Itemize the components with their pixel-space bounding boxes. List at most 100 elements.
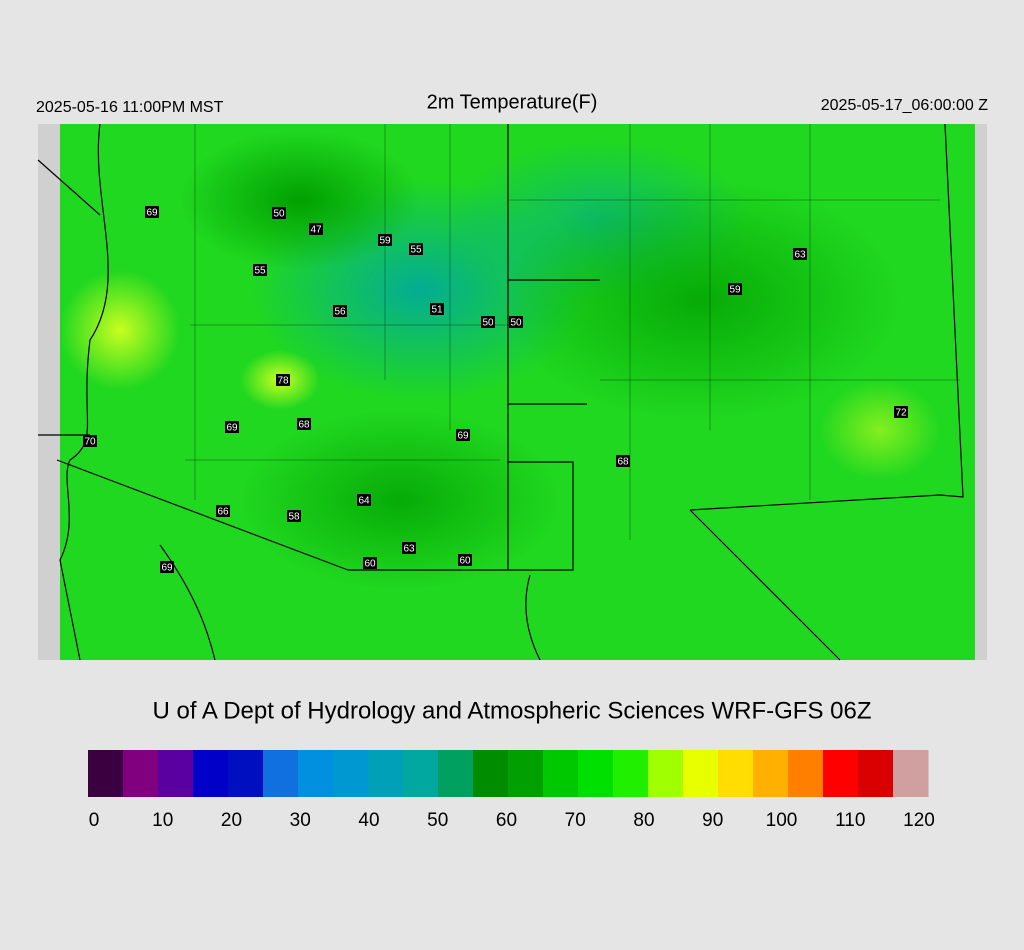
colorbar-band bbox=[438, 750, 474, 797]
colorbar-band bbox=[473, 750, 509, 797]
station-value: 63 bbox=[403, 544, 415, 555]
colorbar-band bbox=[333, 750, 369, 797]
station-box bbox=[297, 418, 311, 430]
colorbar-tick-label: 50 bbox=[427, 810, 448, 831]
colorbar-band bbox=[228, 750, 264, 797]
station-box bbox=[276, 374, 290, 386]
station: 60 bbox=[458, 554, 472, 567]
station-value: 47 bbox=[310, 225, 322, 236]
station-box bbox=[402, 542, 416, 554]
colorbar-tick-label: 110 bbox=[835, 810, 865, 831]
station: 69 bbox=[145, 206, 159, 219]
colorbar-tick-label: 10 bbox=[152, 810, 173, 831]
station-value: 72 bbox=[895, 408, 907, 419]
station-value: 55 bbox=[254, 266, 266, 277]
colorbar-tick-label: 20 bbox=[221, 810, 242, 831]
station-box bbox=[456, 429, 470, 441]
colorbar: 0 10 20 30 40 50 60 70 80 90 100 110 120 bbox=[88, 750, 935, 831]
station-box bbox=[409, 243, 423, 255]
station-value: 69 bbox=[457, 431, 469, 442]
station: 55 bbox=[409, 243, 423, 256]
station: 51 bbox=[430, 303, 444, 316]
station-value: 56 bbox=[334, 307, 346, 318]
colorbar-tick-label: 0 bbox=[89, 810, 100, 831]
colorbar-band bbox=[123, 750, 159, 797]
station-box bbox=[509, 316, 523, 328]
station-value: 55 bbox=[410, 245, 422, 256]
station-value: 50 bbox=[510, 318, 522, 329]
station-box bbox=[309, 223, 323, 235]
map bbox=[37, 123, 987, 661]
station: 58 bbox=[287, 510, 301, 523]
valid-time: 2025-05-17_06:00:00 Z bbox=[821, 97, 988, 114]
station-box bbox=[793, 248, 807, 260]
station-value: 50 bbox=[482, 318, 494, 329]
station: 69 bbox=[225, 421, 239, 434]
colorbar-band bbox=[403, 750, 439, 797]
station-box bbox=[616, 455, 630, 467]
station: 63 bbox=[793, 248, 807, 261]
colorbar-band bbox=[893, 750, 929, 797]
station-value: 50 bbox=[273, 209, 285, 220]
colorbar-band bbox=[88, 750, 124, 797]
station-box bbox=[728, 283, 742, 295]
station-value: 69 bbox=[146, 208, 158, 219]
station: 68 bbox=[616, 455, 630, 468]
station: 47 bbox=[309, 223, 323, 236]
colorbar-band bbox=[193, 750, 229, 797]
colorbar-tick-label: 60 bbox=[496, 810, 517, 831]
local-time: 2025-05-16 11:00PM MST bbox=[36, 99, 224, 116]
station-box bbox=[481, 316, 495, 328]
colorbar-band bbox=[683, 750, 719, 797]
station-value: 68 bbox=[617, 457, 629, 468]
station-box bbox=[363, 557, 377, 569]
title: 2m Temperature(F) bbox=[427, 91, 598, 113]
station: 55 bbox=[253, 264, 267, 277]
station-value: 59 bbox=[729, 285, 741, 296]
station-box bbox=[160, 561, 174, 573]
station-box bbox=[894, 406, 908, 418]
station-box bbox=[253, 264, 267, 276]
station: 69 bbox=[456, 429, 470, 442]
colorbar-band bbox=[858, 750, 894, 797]
colorbar-band bbox=[788, 750, 824, 797]
station: 63 bbox=[402, 542, 416, 555]
station-value: 64 bbox=[358, 496, 370, 507]
station-box bbox=[430, 303, 444, 315]
station-box bbox=[216, 505, 230, 517]
station-value: 58 bbox=[288, 512, 300, 523]
station-value: 60 bbox=[459, 556, 471, 567]
colorbar-tick-label: 30 bbox=[290, 810, 311, 831]
colorbar-band bbox=[718, 750, 754, 797]
station: 64 bbox=[357, 494, 371, 507]
station: 50 bbox=[509, 316, 523, 329]
station-value: 69 bbox=[226, 423, 238, 434]
station: 72 bbox=[894, 406, 908, 419]
station: 68 bbox=[297, 418, 311, 431]
station-value: 51 bbox=[431, 305, 443, 316]
station: 70 bbox=[83, 435, 97, 448]
colorbar-tick-label: 80 bbox=[633, 810, 654, 831]
station-value: 60 bbox=[364, 559, 376, 570]
colorbar-band bbox=[368, 750, 404, 797]
colorbar-band bbox=[753, 750, 789, 797]
station-box bbox=[83, 435, 97, 447]
station: 78 bbox=[276, 374, 290, 387]
station: 59 bbox=[378, 234, 392, 247]
station-labels: 69 50 47 59 55 55 63 59 56 51 50 50 78 72 69 68 69 70 68 64… bbox=[83, 206, 908, 574]
colorbar-tick-label: 70 bbox=[565, 810, 586, 831]
credit: U of A Dept of Hydrology and Atmospheric… bbox=[153, 697, 872, 724]
station: 69 bbox=[160, 561, 174, 574]
colorbar-band bbox=[298, 750, 334, 797]
station-box bbox=[145, 206, 159, 218]
colorbar-tick-label: 100 bbox=[766, 810, 798, 831]
colorbar-band bbox=[508, 750, 544, 797]
colorbar-band bbox=[613, 750, 649, 797]
colorbar-tick-label: 120 bbox=[903, 810, 935, 831]
colorbar-band bbox=[578, 750, 614, 797]
station-box bbox=[272, 207, 286, 219]
station: 50 bbox=[272, 207, 286, 220]
colorbar-tick-label: 40 bbox=[358, 810, 379, 831]
